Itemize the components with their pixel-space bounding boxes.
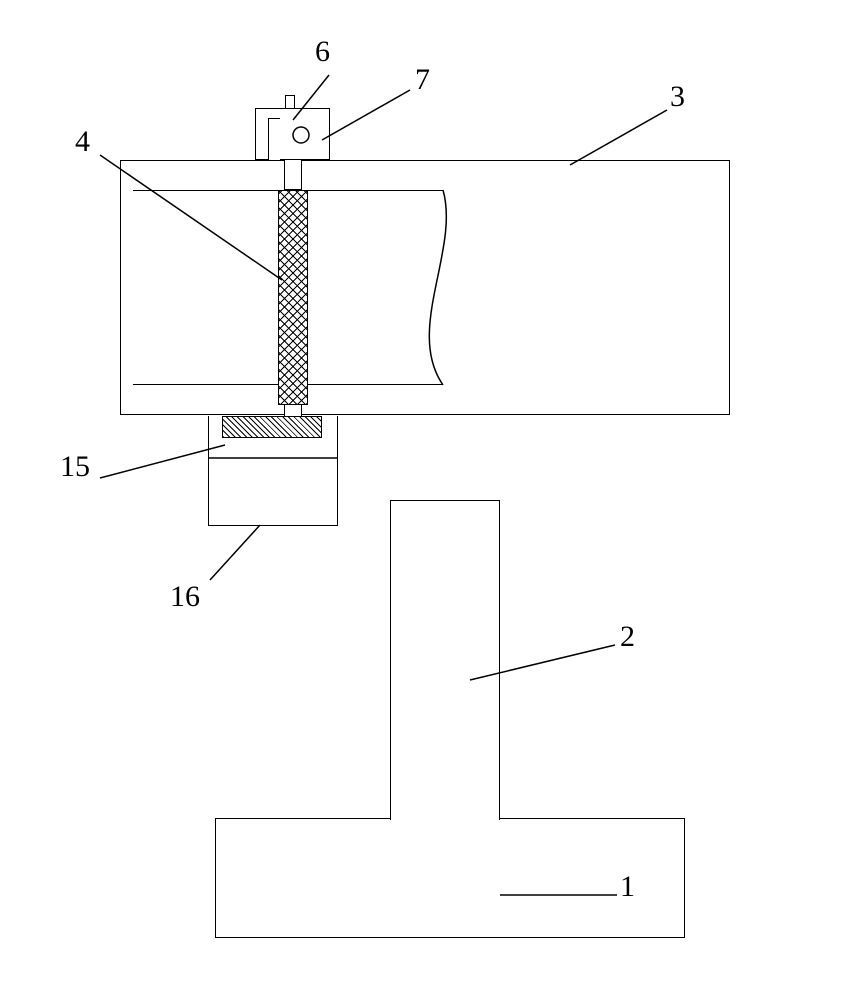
label-3: 3 [670, 80, 685, 114]
base-block [215, 818, 685, 938]
bottom-plate [222, 416, 322, 438]
cap-inner [268, 118, 280, 160]
top-knob [285, 95, 295, 109]
top-stem [284, 160, 302, 190]
top-cap [255, 108, 330, 160]
label-2: 2 [620, 620, 635, 654]
support-pillar [390, 500, 500, 820]
label-1: 1 [620, 870, 635, 904]
label-4: 4 [75, 125, 90, 159]
filter-column [278, 190, 308, 405]
label-6: 6 [315, 35, 330, 69]
label-7: 7 [415, 63, 430, 97]
label-15: 15 [60, 450, 90, 484]
label-16: 16 [170, 580, 200, 614]
